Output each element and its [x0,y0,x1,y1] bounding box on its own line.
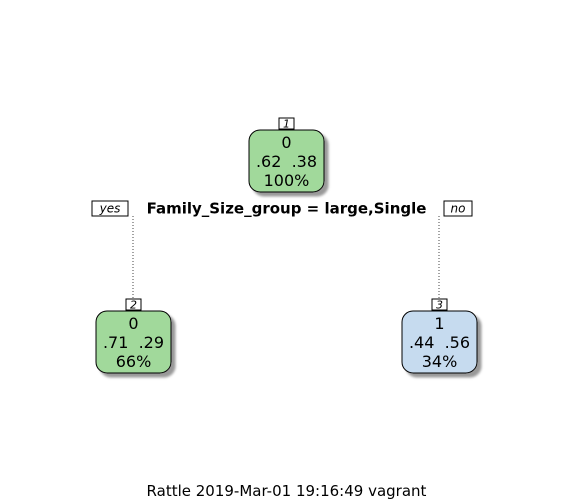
split-row: yes Family_Size_group = large,Single no [91,200,473,218]
node-box [401,310,478,374]
node-class: 0 [281,133,291,152]
node-percent: 34% [422,352,458,371]
yes-label-box [91,200,129,217]
node-id-box [125,298,142,311]
node-3: 3 1 .44 .56 34% [401,298,478,374]
node-percent: 66% [116,352,152,371]
node-id: 2 [130,299,137,312]
node-percent: 100% [264,171,310,190]
node-id: 3 [436,299,443,312]
split-condition: Family_Size_group = large,Single [147,200,427,218]
node-id-box [278,117,295,130]
caption: Rattle 2019-Mar-01 19:16:49 vagrant [146,482,427,500]
node-probs: .44 .56 [409,333,470,352]
node-id: 1 [283,118,290,131]
node-class: 1 [434,314,444,333]
node-class: 0 [128,314,138,333]
yes-label: yes [99,202,121,216]
node-2: 2 0 .71 .29 66% [95,298,172,374]
node-box [248,129,325,193]
no-label-box [443,200,473,217]
node-box [95,310,172,374]
node-id-box [431,298,448,311]
node-probs: .71 .29 [103,333,164,352]
no-label: no [451,202,466,216]
node-probs: .62 .38 [256,152,317,171]
node-1: 1 0 .62 .38 100% [248,117,325,193]
